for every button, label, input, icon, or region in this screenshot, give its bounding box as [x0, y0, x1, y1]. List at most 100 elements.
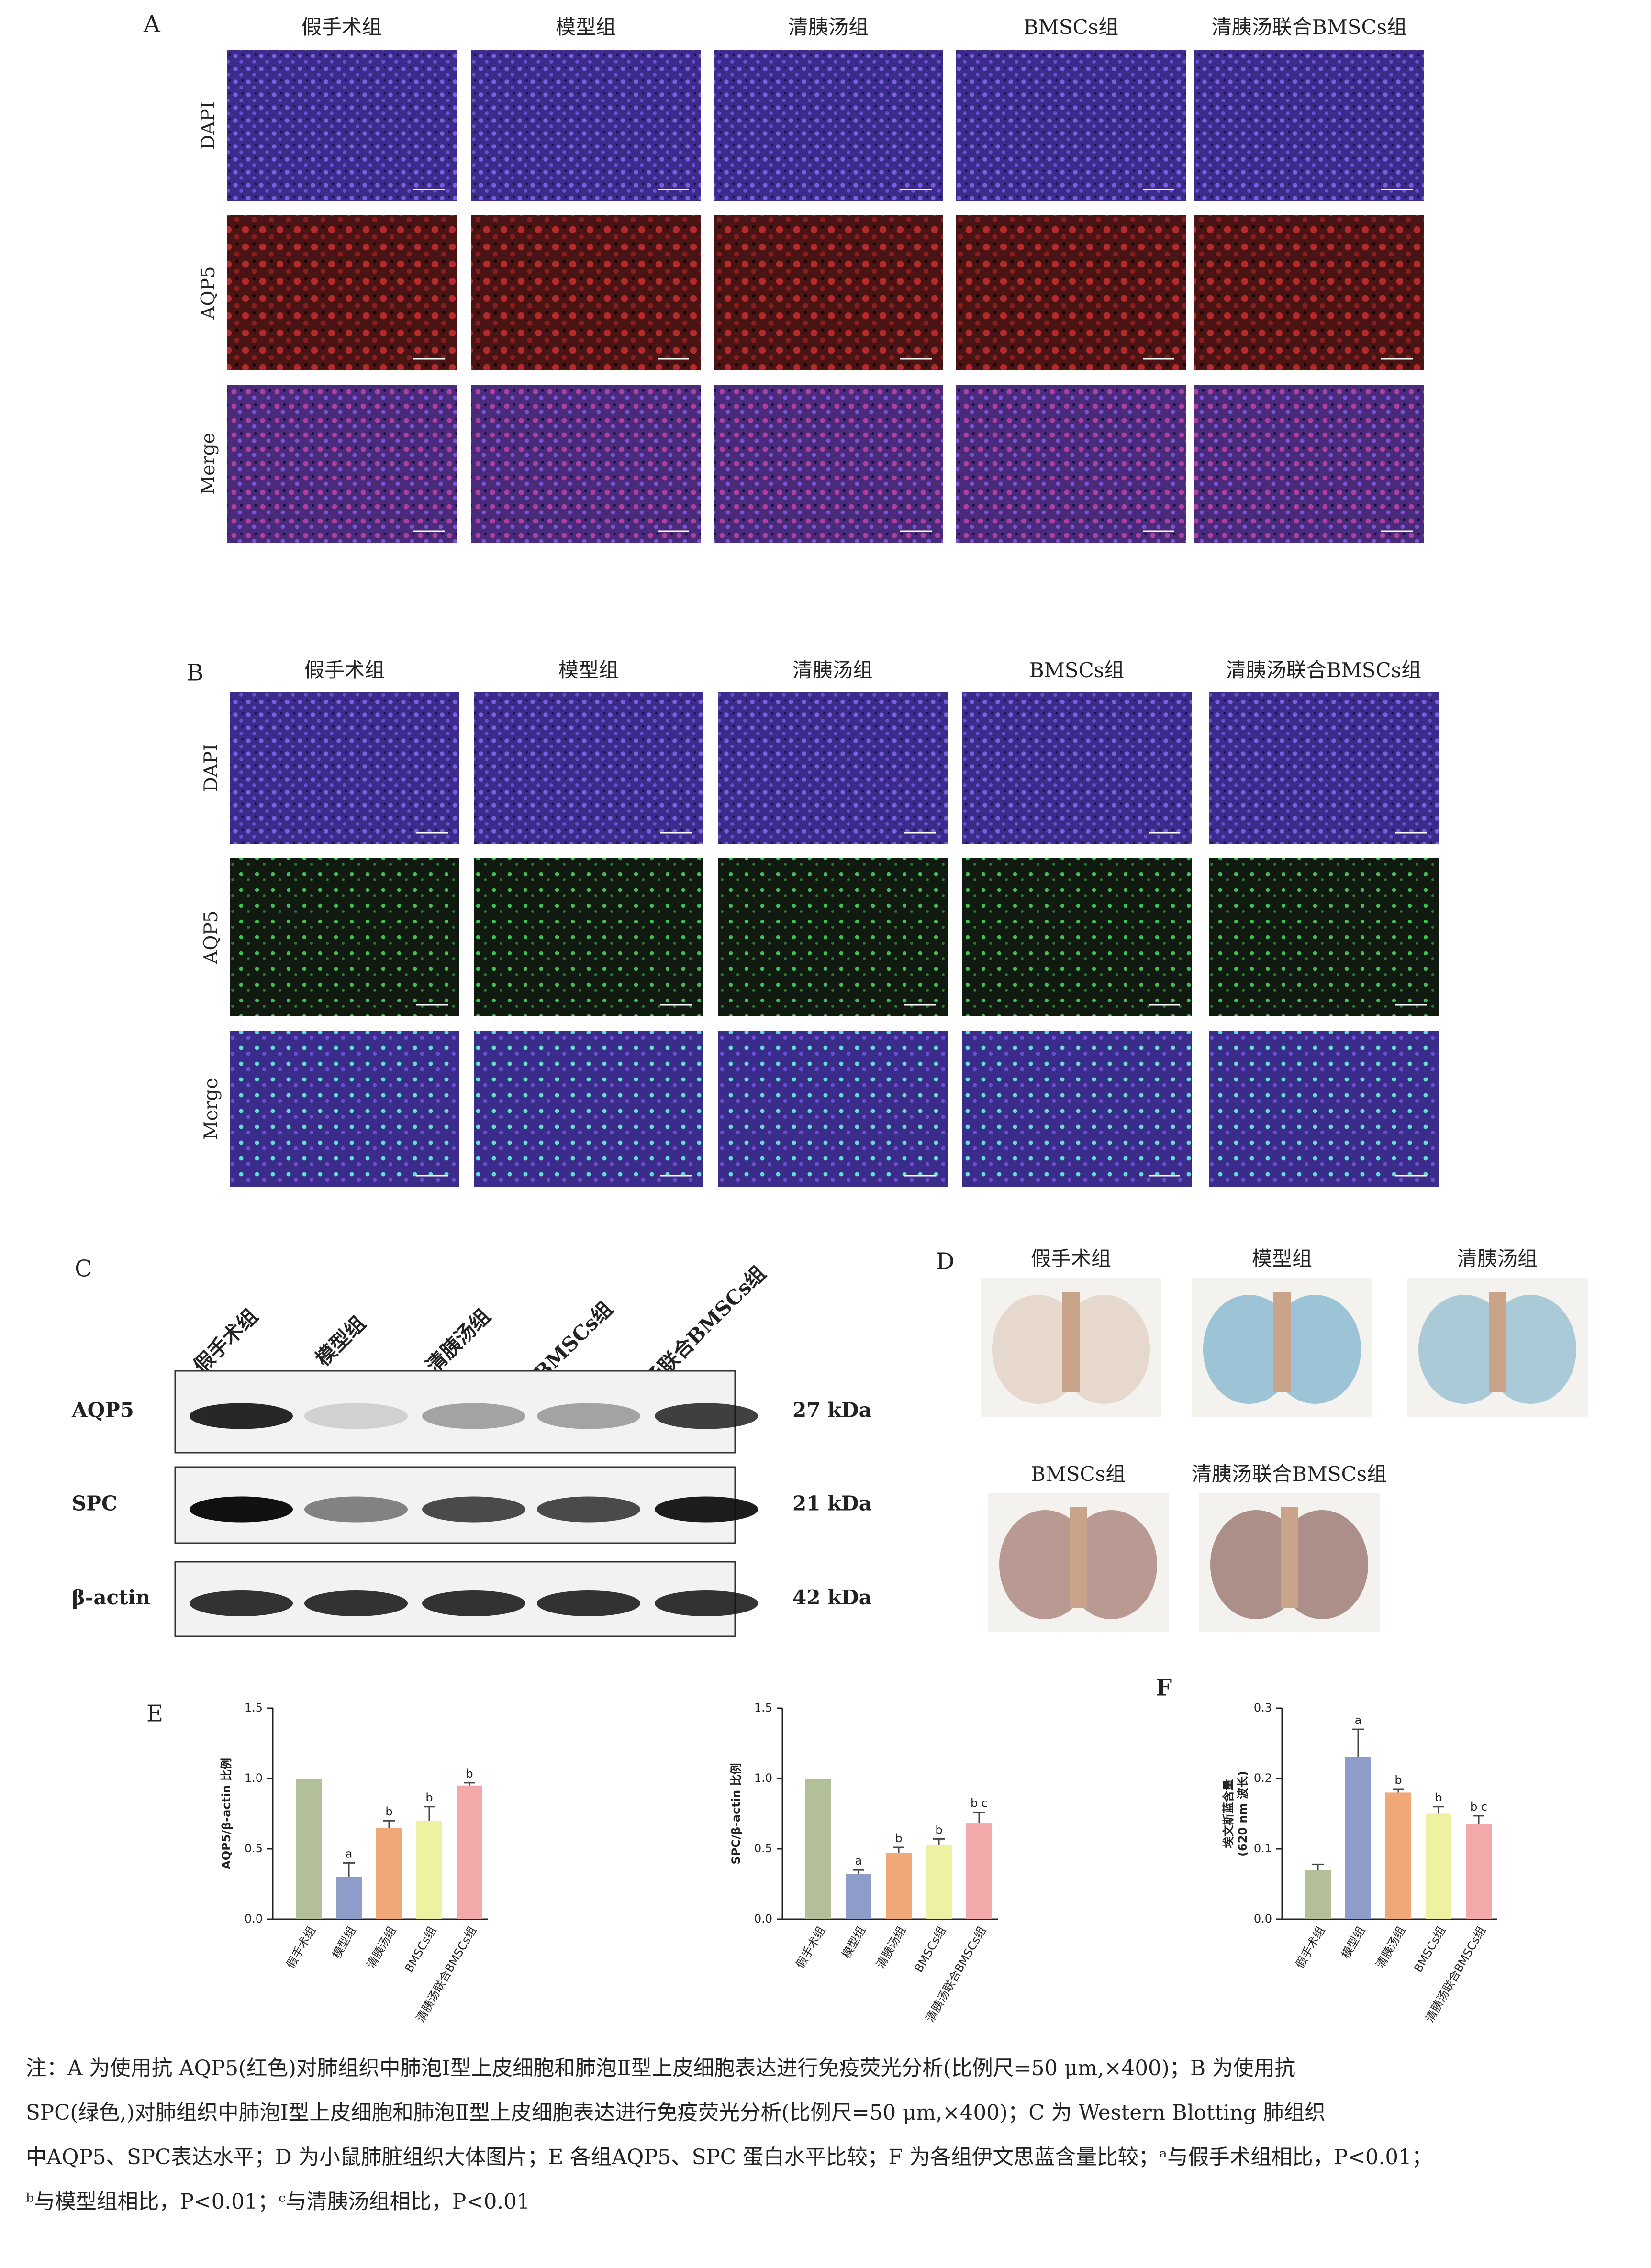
y-tick-label: 0.1	[1254, 1842, 1272, 1855]
bar	[886, 1853, 912, 1919]
column-header: 假手术组	[304, 658, 385, 682]
x-tick-label: BMSCs组	[1411, 1924, 1448, 1975]
column-header: 清胰汤联合BMSCs组	[1212, 15, 1407, 39]
band	[655, 1496, 758, 1523]
y-tick-label: 0.0	[754, 1912, 772, 1925]
band	[655, 1590, 758, 1616]
micrograph	[714, 385, 943, 543]
y-tick-label: 0.5	[245, 1842, 263, 1855]
micrograph	[471, 50, 701, 201]
lung	[999, 1510, 1091, 1619]
micrograph	[474, 1031, 703, 1187]
micrograph	[714, 50, 943, 201]
row-label: DAPI	[201, 744, 222, 792]
x-tick-label: BMSCs组	[402, 1924, 439, 1975]
panel-label: F	[1156, 1675, 1172, 1701]
bar	[376, 1827, 402, 1919]
micrograph	[227, 50, 457, 201]
micrograph	[962, 692, 1192, 844]
bar	[1345, 1757, 1371, 1919]
row-label: Merge	[198, 433, 219, 495]
column-header: 清胰汤组	[792, 658, 873, 682]
annotation: a	[1355, 1713, 1362, 1727]
trachea	[1273, 1292, 1291, 1392]
bar	[416, 1821, 442, 1919]
lung	[1065, 1510, 1157, 1619]
band-size: 27 kDa	[792, 1399, 872, 1422]
photo-label: 清胰汤联合BMSCs组	[1192, 1462, 1387, 1486]
lung	[1484, 1295, 1576, 1404]
bar	[1426, 1813, 1451, 1919]
x-tick-label: BMSCs组	[912, 1924, 948, 1975]
lane-label: 清胰汤组	[422, 1304, 495, 1378]
x-tick-label: 模型组	[839, 1924, 868, 1961]
y-axis-label: SPC/β-actin 比例	[729, 1763, 743, 1865]
y-axis-label: 埃文斯蓝含量	[1222, 1779, 1235, 1848]
row-label: AQP5	[198, 266, 219, 320]
photo-label: 假手术组	[1031, 1247, 1111, 1270]
lung	[992, 1295, 1084, 1404]
photo-label: 模型组	[1252, 1247, 1312, 1270]
band-name: AQP5	[71, 1399, 134, 1422]
note-line: 注：A 为使用抗 AQP5(红色)对肺组织中肺泡Ⅰ型上皮细胞和肺泡Ⅱ型上皮细胞表…	[26, 2057, 1295, 2080]
annotation: b	[385, 1805, 392, 1818]
bar	[1305, 1870, 1331, 1919]
micrograph	[471, 215, 701, 370]
photo-label: 清胰汤组	[1457, 1247, 1538, 1270]
band	[304, 1496, 408, 1523]
band	[537, 1590, 640, 1616]
y-axis-label: (620 nm 波长)	[1236, 1771, 1249, 1857]
bar	[966, 1823, 992, 1919]
annotation: a	[346, 1847, 353, 1860]
row-label: Merge	[201, 1078, 222, 1140]
note-line: ᵇ与模型组相比，P<0.01；ᶜ与清胰汤组相比，P<0.01	[26, 2190, 530, 2214]
micrograph	[956, 50, 1186, 201]
micrograph	[718, 1031, 948, 1187]
annotation: b	[425, 1791, 433, 1804]
annotation: a	[855, 1854, 862, 1868]
lung	[1203, 1295, 1295, 1404]
micrograph	[1209, 1031, 1439, 1187]
lung	[1418, 1295, 1510, 1404]
micrograph	[956, 215, 1186, 370]
micrograph	[474, 692, 703, 844]
panel-label: E	[146, 1701, 163, 1727]
annotation: b	[1435, 1791, 1442, 1804]
annotation: b	[895, 1832, 902, 1845]
y-axis-label: AQP5/β-actin 比例	[220, 1758, 233, 1869]
micrograph	[230, 858, 459, 1016]
y-tick-label: 0.3	[1254, 1701, 1272, 1714]
band	[537, 1496, 640, 1523]
annotation: b	[1394, 1773, 1402, 1787]
micrograph	[718, 858, 948, 1016]
micrograph	[1194, 385, 1424, 543]
band-size: 21 kDa	[792, 1492, 872, 1515]
y-tick-label: 0.2	[1254, 1771, 1272, 1785]
micrograph	[1209, 858, 1439, 1016]
y-tick-label: 1.0	[754, 1771, 772, 1785]
y-tick-label: 1.5	[754, 1701, 772, 1714]
annotation: b	[466, 1767, 473, 1780]
row-label: DAPI	[198, 101, 219, 150]
band	[190, 1590, 293, 1616]
band	[422, 1590, 525, 1616]
band	[422, 1496, 525, 1523]
panel-label: A	[143, 11, 161, 38]
band-name: β-actin	[72, 1586, 150, 1609]
annotation: b c	[971, 1797, 988, 1810]
band	[190, 1496, 293, 1523]
y-tick-label: 0.0	[1254, 1912, 1272, 1925]
micrograph	[1194, 215, 1424, 370]
y-tick-label: 0.5	[754, 1842, 772, 1855]
trachea	[1281, 1507, 1298, 1608]
column-header: 假手术组	[301, 15, 382, 39]
annotation: b c	[1470, 1800, 1487, 1813]
x-tick-label: 清胰汤组	[364, 1924, 399, 1971]
x-tick-label: 假手术组	[1293, 1924, 1327, 1971]
panel-label: C	[75, 1256, 92, 1282]
micrograph	[230, 692, 459, 844]
bar	[336, 1877, 362, 1919]
micrograph	[227, 385, 457, 543]
band	[422, 1403, 525, 1429]
